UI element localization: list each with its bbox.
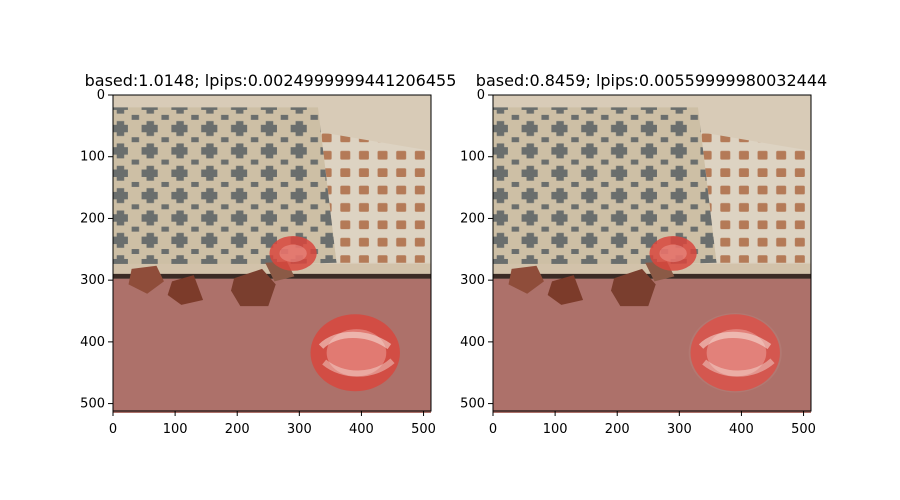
y-tick-label: 500	[80, 397, 105, 412]
panel-left-ticks: 0 100 200 300 400 500 0 100 200 300 400 500	[80, 88, 436, 437]
panel-right-image	[493, 95, 811, 413]
panel-right-ticks: 0 100 200 300 400 500 0 100 200 300 400 500	[460, 88, 816, 437]
y-tick-label: 0	[97, 88, 105, 103]
y-tick-label: 100	[460, 150, 485, 165]
x-tick-label: 200	[605, 422, 630, 437]
x-tick-label: 400	[729, 422, 754, 437]
y-tick-label: 300	[80, 273, 105, 288]
y-tick-label: 200	[80, 211, 105, 226]
x-tick-label: 300	[667, 422, 692, 437]
panel-left-title: based:1.0148; lpips:0.002499999944120645…	[85, 71, 457, 90]
panel-right-frame	[492, 94, 812, 412]
x-tick-label: 500	[411, 422, 436, 437]
y-tick-label: 0	[477, 88, 485, 103]
y-tick-label: 200	[460, 211, 485, 226]
y-tick-label: 500	[460, 397, 485, 412]
panel-left-frame	[112, 94, 432, 412]
panel-right-title: based:0.8459; lpips:0.00559999980032444	[476, 71, 827, 90]
panel-right: based:0.8459; lpips:0.00559999980032444 …	[460, 71, 827, 437]
y-tick-label: 400	[80, 335, 105, 350]
y-tick-label: 100	[80, 150, 105, 165]
y-tick-label: 300	[460, 273, 485, 288]
x-tick-label: 200	[225, 422, 250, 437]
x-tick-label: 500	[791, 422, 816, 437]
x-tick-label: 400	[349, 422, 374, 437]
panel-left: based:1.0148; lpips:0.002499999944120645…	[80, 71, 456, 437]
x-tick-label: 100	[163, 422, 188, 437]
x-tick-label: 0	[109, 422, 117, 437]
x-tick-label: 100	[543, 422, 568, 437]
y-tick-label: 400	[460, 335, 485, 350]
panel-left-image	[113, 95, 431, 413]
x-tick-label: 0	[489, 422, 497, 437]
x-tick-label: 300	[287, 422, 312, 437]
